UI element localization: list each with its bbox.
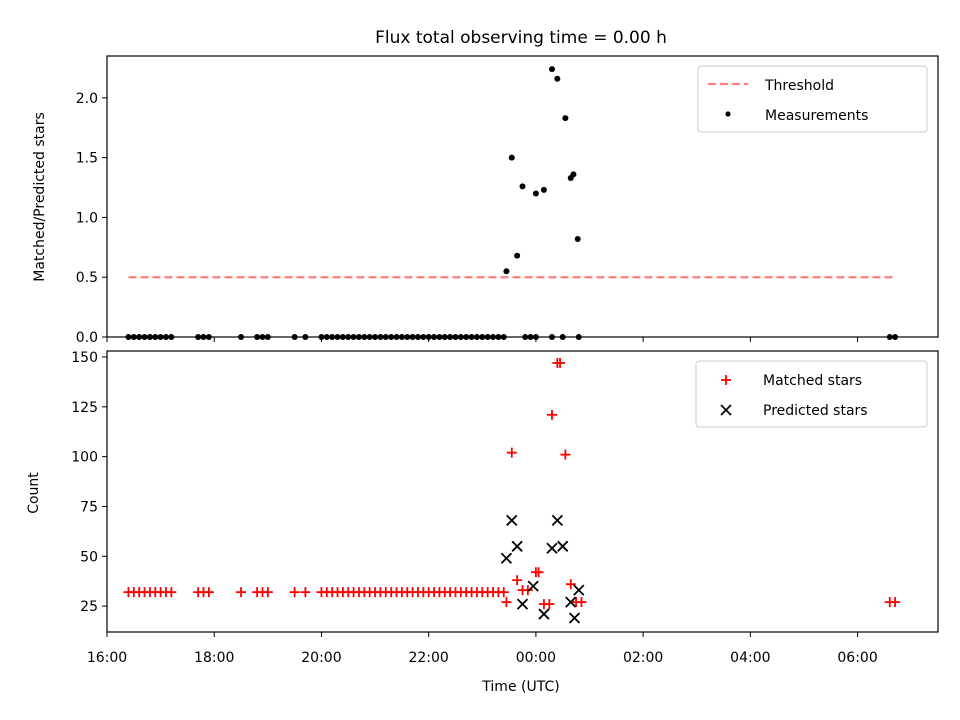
matched-star-point — [890, 597, 901, 608]
bottom-axes: 25 50 75 100 125 150 16:00 18:00 20:00 22:00 00:00… — [71, 350, 939, 666]
legend-predicted-swatch — [720, 404, 732, 416]
top-y-axis-label: Matched/Predicted stars — [32, 112, 48, 282]
predicted-star-point — [527, 580, 539, 592]
matched-star-point — [236, 587, 247, 598]
top-legend-frame — [697, 65, 928, 133]
legend-measurements-label: Measurements — [765, 108, 868, 124]
predicted-star-point — [516, 598, 529, 610]
matched-star-point — [289, 587, 300, 598]
matched-star-point — [498, 587, 509, 598]
cross-b — [546, 542, 558, 554]
measurement-point — [548, 66, 555, 73]
matched-star-point — [522, 585, 533, 596]
chart-title: Flux total observing time = 0.00 h — [375, 28, 667, 48]
cross-b — [720, 404, 732, 416]
top-axes: 0.0 0.5 1.0 1.5 2.0 — [76, 55, 939, 346]
bottom-y-tick-label: 150 — [71, 350, 98, 366]
legend-matched-swatch — [721, 375, 731, 385]
x-tick-label: 02:00 — [623, 650, 663, 666]
predicted-star-point — [573, 584, 585, 596]
cross-b — [511, 540, 523, 552]
predicted-star-point — [511, 540, 523, 552]
x-tick-label: 18:00 — [194, 650, 234, 666]
top-y-tick-label: 1.5 — [76, 151, 98, 167]
matched-star-point — [262, 587, 273, 598]
top-y-tick-label: 0.0 — [76, 330, 98, 346]
cross-b — [573, 584, 585, 596]
x-tick-label: 16:00 — [87, 650, 127, 666]
matched-star-point — [512, 575, 523, 586]
measurement-point — [540, 186, 547, 193]
measurement-point — [570, 171, 577, 178]
matched-star-point — [166, 587, 177, 598]
predicted-star-point — [506, 514, 518, 527]
x-tick-label: 20:00 — [301, 650, 341, 666]
bottom-legend-frame — [695, 360, 928, 428]
matched-star-point — [560, 449, 571, 460]
legend-threshold-label: Threshold — [764, 78, 834, 94]
legend-matched-label: Matched stars — [763, 373, 862, 389]
predicted-star-point — [568, 612, 581, 624]
cross-b — [557, 540, 569, 552]
x-tick-label: 04:00 — [730, 650, 770, 666]
bottom-y-tick-label: 125 — [71, 400, 98, 416]
cross-b — [516, 598, 529, 610]
predicted-star-point — [557, 540, 569, 552]
legend-measurements-swatch — [725, 111, 731, 117]
cross-b — [565, 596, 577, 608]
x-tick-label: 22:00 — [408, 650, 448, 666]
matched-star-point — [565, 579, 576, 590]
top-y-tick-label: 1.0 — [76, 210, 98, 226]
predicted-star-point — [538, 608, 550, 620]
cross-b — [538, 608, 550, 620]
x-tick-label: 06:00 — [837, 650, 877, 666]
top-plot-frame — [106, 55, 939, 338]
cross-b — [527, 580, 539, 592]
measurement-point — [514, 252, 521, 259]
cross-b — [568, 612, 581, 624]
matched-star-point — [501, 597, 512, 608]
bottom-plot-frame — [106, 350, 939, 633]
cross-b — [500, 552, 513, 564]
predicted-star-point — [500, 552, 513, 564]
top-y-tick-label: 0.5 — [76, 270, 98, 286]
bottom-panel: Count Time (UTC) 25 50 75 100 125 150 16:00 18:… — [26, 350, 939, 695]
top-panel: Matched/Predicted stars 0.00.51.01.52.0 … — [32, 55, 939, 346]
matched-star-point — [533, 567, 544, 578]
predicted-star-point — [546, 542, 558, 554]
measurement-point — [519, 183, 526, 190]
legend-predicted-label: Predicted stars — [763, 403, 868, 419]
measurement-point — [554, 75, 561, 82]
bottom-y-tick-label: 50 — [80, 549, 98, 565]
cross-b — [506, 514, 518, 527]
matched-star-point — [546, 409, 557, 420]
matched-star-point — [300, 587, 311, 598]
bottom-marks — [123, 357, 901, 624]
predicted-star-point — [551, 514, 563, 527]
x-tick-label: 00:00 — [516, 650, 556, 666]
predicted-star-point — [565, 596, 577, 608]
bottom-y-axis-label: Count — [26, 472, 42, 514]
x-axis-label: Time (UTC) — [481, 679, 559, 695]
matched-star-point — [203, 587, 214, 598]
measurement-point — [562, 115, 569, 122]
measurement-point — [532, 190, 539, 197]
top-y-tick-label: 2.0 — [76, 91, 98, 107]
bottom-y-tick-label: 75 — [80, 499, 98, 515]
measurement-point — [574, 235, 581, 242]
matched-star-point — [506, 447, 517, 458]
bottom-y-tick-label: 100 — [71, 450, 98, 466]
measurement-point — [503, 268, 510, 275]
matched-star-point — [544, 599, 555, 610]
cross-b — [551, 514, 563, 527]
matched-star-point — [576, 597, 587, 608]
measurement-point — [508, 154, 515, 161]
top-legend: Threshold Measurements — [697, 65, 928, 133]
bottom-legend: Matched stars Predicted stars — [695, 360, 928, 428]
matched-star-point — [555, 357, 566, 368]
bottom-y-tick-label: 25 — [80, 599, 98, 615]
